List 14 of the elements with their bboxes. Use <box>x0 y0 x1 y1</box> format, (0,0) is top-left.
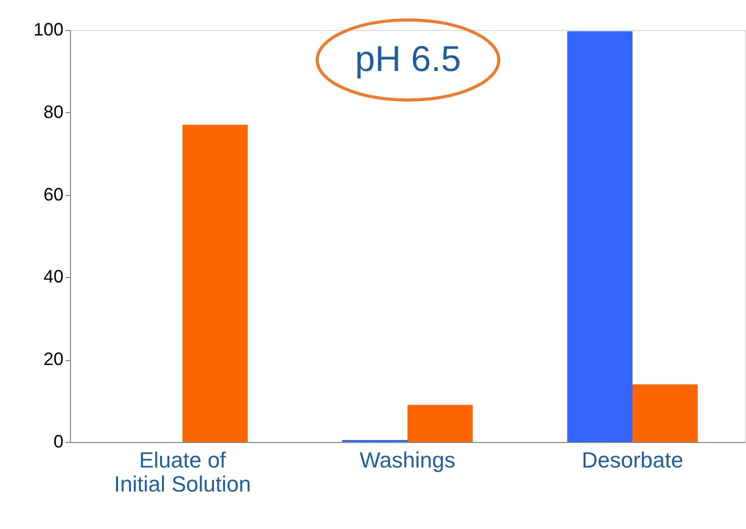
y-tick-label: 40 <box>43 266 64 287</box>
y-tick-label: 80 <box>43 102 64 122</box>
y-tick-label: 60 <box>43 184 64 204</box>
y-tick-label: 100 <box>33 20 64 40</box>
bar <box>567 31 632 442</box>
annotation: pH 6.5 <box>354 38 462 79</box>
y-tick-label: 0 <box>53 432 64 452</box>
bar <box>408 404 473 442</box>
y-tick-label: 20 <box>43 349 64 370</box>
x-tick-label: Washings <box>360 448 456 472</box>
x-tick-label: Desorbate <box>582 448 684 472</box>
bar <box>182 124 248 442</box>
bar <box>632 384 698 442</box>
x-tick-label: Eluate of Initial Solution <box>114 448 251 496</box>
